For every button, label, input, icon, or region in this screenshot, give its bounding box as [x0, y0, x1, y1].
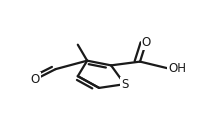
Text: S: S — [121, 78, 128, 91]
Text: OH: OH — [168, 62, 186, 75]
Text: O: O — [31, 73, 40, 86]
Text: O: O — [141, 36, 151, 49]
